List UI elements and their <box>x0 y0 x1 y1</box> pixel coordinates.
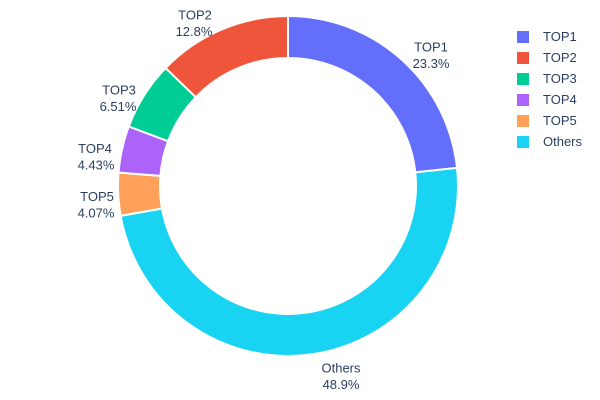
legend-item-top2[interactable]: TOP2 <box>517 47 582 68</box>
slice-label-top3-name: TOP3 <box>102 83 136 98</box>
legend-swatch-top3 <box>517 72 529 85</box>
legend-swatch-others <box>517 135 529 148</box>
slice-labels: TOP1 23.3% TOP2 12.8% TOP3 6.51% TOP4 4.… <box>78 8 450 393</box>
slice-label-top5-percent: 4.07% <box>78 206 115 221</box>
legend-item-top3[interactable]: TOP3 <box>517 68 582 89</box>
legend-swatch-top5 <box>517 114 529 127</box>
legend-label-top3: TOP3 <box>543 71 577 86</box>
legend-label-top4: TOP4 <box>543 92 577 107</box>
slice-label-top4-name: TOP4 <box>78 141 112 156</box>
slice-label-top3-percent: 6.51% <box>100 99 137 114</box>
slice-label-top1-percent: 23.3% <box>413 56 450 71</box>
legend-swatch-top2 <box>517 51 529 64</box>
slice-label-top2-percent: 12.8% <box>176 24 213 39</box>
legend-item-top1[interactable]: TOP1 <box>517 26 582 47</box>
slice-label-top4-percent: 4.43% <box>78 158 115 173</box>
legend-label-top1: TOP1 <box>543 29 577 44</box>
legend-item-top4[interactable]: TOP4 <box>517 89 582 110</box>
legend-label-others: Others <box>543 134 583 149</box>
legend-label-top5: TOP5 <box>543 113 577 128</box>
legend-item-top5[interactable]: TOP5 <box>517 110 582 131</box>
pie-slice-top5[interactable] <box>117 171 163 217</box>
legend-swatch-top4 <box>517 93 529 106</box>
slice-label-others-name: Others <box>321 361 361 376</box>
slice-label-top5-name: TOP5 <box>80 189 114 204</box>
slice-label-others-percent: 48.9% <box>323 377 360 392</box>
pie-slice-others[interactable] <box>119 166 459 357</box>
slice-label-top1-name: TOP1 <box>414 40 448 55</box>
legend-item-others[interactable]: Others <box>517 131 582 152</box>
legend: TOP1 TOP2 TOP3 TOP4 TOP5 Others <box>517 26 582 152</box>
legend-label-top2: TOP2 <box>543 50 577 65</box>
legend-swatch-top1 <box>517 30 529 43</box>
slice-label-top2-name: TOP2 <box>178 8 212 23</box>
pie-slice-top2[interactable] <box>164 15 289 99</box>
